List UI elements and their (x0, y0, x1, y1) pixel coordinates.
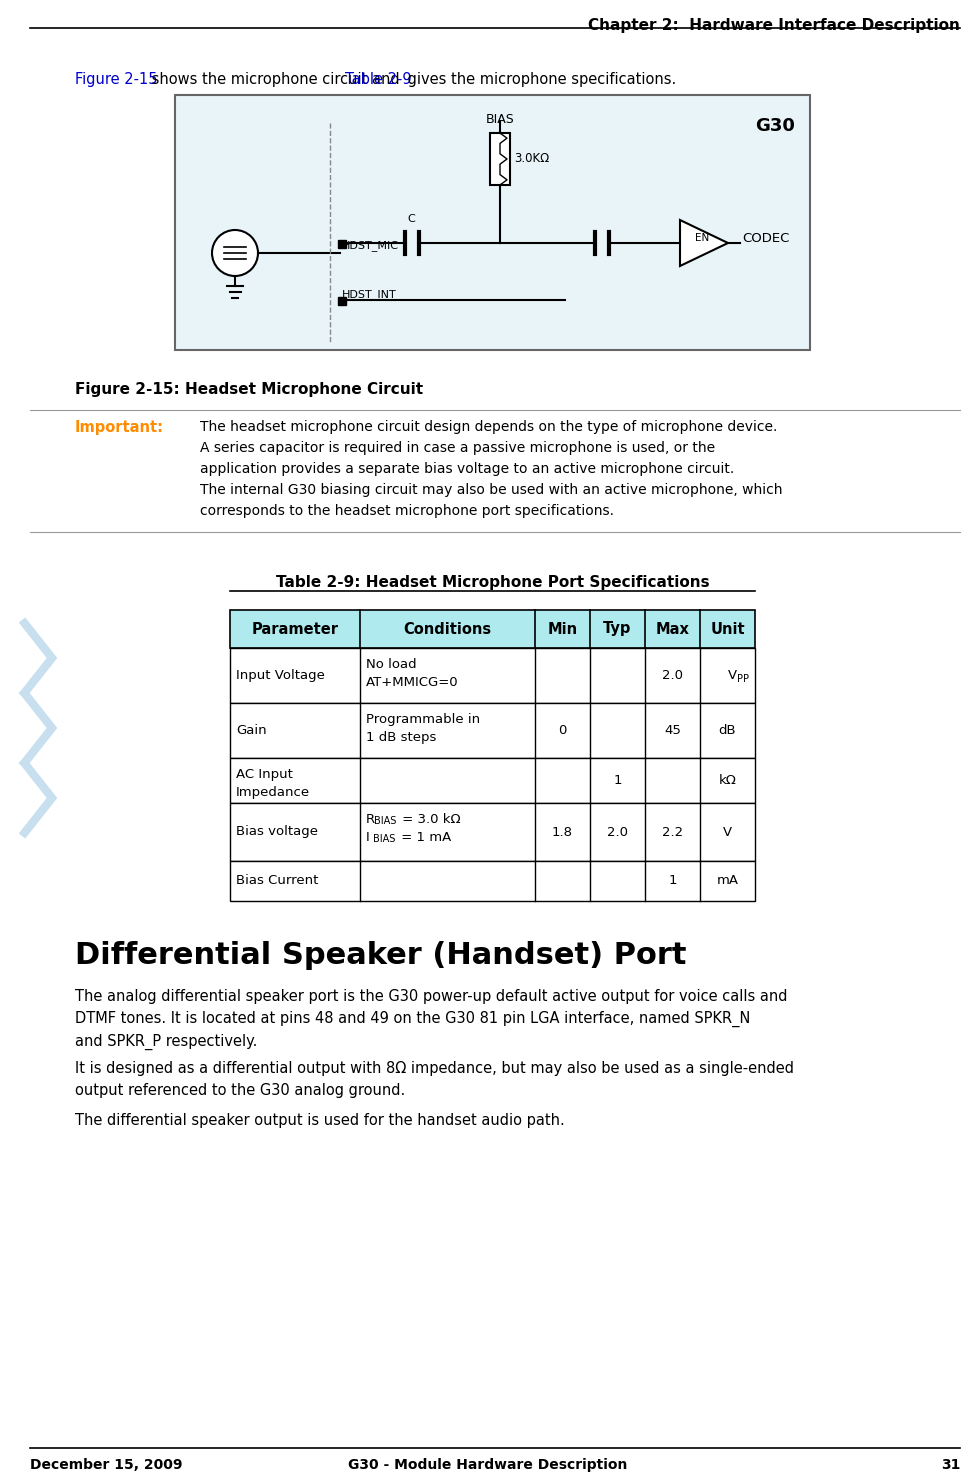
Polygon shape (680, 220, 728, 266)
Text: 3.0KΩ: 3.0KΩ (514, 152, 549, 166)
Text: AC Input: AC Input (236, 769, 293, 780)
Text: Gain: Gain (236, 724, 267, 738)
Text: PP: PP (738, 674, 749, 684)
Text: mA: mA (716, 875, 739, 887)
Text: Chapter 2:  Hardware Interface Description: Chapter 2: Hardware Interface Descriptio… (588, 18, 960, 33)
Text: The analog differential speaker port is the G30 power-up default active output f: The analog differential speaker port is … (75, 989, 787, 1049)
Text: Parameter: Parameter (251, 622, 338, 637)
Text: 1.8: 1.8 (552, 826, 573, 838)
Text: G30: G30 (755, 117, 795, 134)
Text: Input Voltage: Input Voltage (236, 670, 325, 681)
Bar (230, 647, 755, 704)
Text: The differential speaker output is used for the handset audio path.: The differential speaker output is used … (75, 1113, 565, 1128)
Text: Important:: Important: (75, 420, 164, 435)
Bar (490, 133, 510, 185)
Text: Max: Max (656, 622, 690, 637)
Text: 45: 45 (664, 724, 681, 738)
Text: Min: Min (547, 622, 577, 637)
Text: V: V (723, 826, 732, 838)
Text: 2.0: 2.0 (662, 670, 683, 681)
Text: Table 2-9: Headset Microphone Port Specifications: Table 2-9: Headset Microphone Port Speci… (276, 575, 709, 590)
Text: EN: EN (695, 234, 709, 242)
Text: G30 - Module Hardware Description: G30 - Module Hardware Description (349, 1457, 627, 1472)
Text: HDST_MIC: HDST_MIC (342, 241, 399, 251)
Text: 1 dB steps: 1 dB steps (366, 732, 437, 743)
Bar (230, 803, 755, 862)
Text: application provides a separate bias voltage to an active microphone circuit.: application provides a separate bias vol… (200, 463, 735, 476)
Text: shows the microphone circuit and: shows the microphone circuit and (147, 72, 404, 87)
FancyBboxPatch shape (175, 95, 810, 350)
Text: December 15, 2009: December 15, 2009 (30, 1457, 183, 1472)
Text: Conditions: Conditions (404, 622, 491, 637)
Text: Bias Current: Bias Current (236, 875, 319, 887)
Bar (338, 239, 346, 248)
Bar (230, 862, 755, 902)
Text: Typ: Typ (604, 622, 632, 637)
Text: Differential Speaker (Handset) Port: Differential Speaker (Handset) Port (75, 941, 687, 970)
Circle shape (212, 231, 258, 276)
Text: gives the microphone specifications.: gives the microphone specifications. (403, 72, 676, 87)
Text: = 1 mA: = 1 mA (397, 831, 451, 844)
Text: Programmable in: Programmable in (366, 712, 480, 726)
Text: BIAS: BIAS (373, 834, 396, 844)
Text: Figure 2-15: Headset Microphone Circuit: Figure 2-15: Headset Microphone Circuit (75, 381, 423, 398)
Text: No load: No load (366, 658, 416, 671)
Text: It is designed as a differential output with 8Ω impedance, but may also be used : It is designed as a differential output … (75, 1061, 794, 1098)
Text: BIAS: BIAS (374, 816, 397, 826)
Text: = 3.0 kΩ: = 3.0 kΩ (398, 813, 460, 826)
Text: Impedance: Impedance (236, 786, 310, 800)
Text: dB: dB (719, 724, 737, 738)
Bar (230, 610, 755, 647)
Text: R: R (366, 813, 375, 826)
Text: A series capacitor is required in case a passive microphone is used, or the: A series capacitor is required in case a… (200, 440, 715, 455)
Text: 1: 1 (614, 774, 621, 786)
Text: C: C (407, 214, 415, 225)
Text: 2.2: 2.2 (662, 826, 683, 838)
Text: The internal G30 biasing circuit may also be used with an active microphone, whi: The internal G30 biasing circuit may als… (200, 483, 783, 497)
Bar (338, 297, 346, 304)
Text: I: I (366, 831, 369, 844)
Bar (230, 758, 755, 803)
Text: Unit: Unit (710, 622, 744, 637)
Text: 2.0: 2.0 (607, 826, 628, 838)
Text: 31: 31 (941, 1457, 960, 1472)
Text: HDST_INT: HDST_INT (342, 290, 397, 300)
Text: Figure 2-15: Figure 2-15 (75, 72, 157, 87)
Text: V: V (728, 670, 737, 681)
Bar (230, 704, 755, 758)
Text: corresponds to the headset microphone port specifications.: corresponds to the headset microphone po… (200, 504, 614, 517)
Text: AT+MMICG=0: AT+MMICG=0 (366, 675, 458, 689)
Text: 0: 0 (558, 724, 567, 738)
Text: BIAS: BIAS (486, 112, 514, 126)
Text: Bias voltage: Bias voltage (236, 826, 318, 838)
Text: 1: 1 (668, 875, 677, 887)
Text: The headset microphone circuit design depends on the type of microphone device.: The headset microphone circuit design de… (200, 420, 778, 435)
Text: Table 2-9: Table 2-9 (345, 72, 411, 87)
Text: kΩ: kΩ (718, 774, 737, 786)
Text: CODEC: CODEC (742, 232, 789, 244)
